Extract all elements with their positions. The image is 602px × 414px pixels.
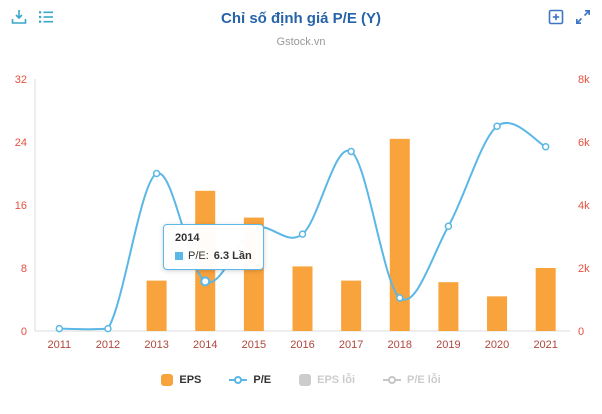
tooltip-title: 2014: [175, 232, 200, 244]
x-axis-label: 2012: [96, 339, 120, 351]
legend-label-pe-loi: P/E lỗi: [407, 374, 441, 386]
bar-2013[interactable]: [146, 280, 167, 331]
eps-legend-marker: [161, 374, 174, 386]
right-axis-label: 2k: [578, 263, 590, 275]
legend-item-eps[interactable]: EPS: [161, 374, 201, 386]
pe-point-2020[interactable]: [493, 122, 501, 130]
series-list-icon[interactable]: [37, 8, 55, 26]
tooltip-row: P/E: 6.3 Lần: [175, 250, 252, 262]
pe-point-2014[interactable]: [200, 276, 211, 287]
x-axis-label: 2019: [436, 339, 460, 351]
pe-point-2013[interactable]: [152, 169, 161, 178]
pe-point-2012[interactable]: [104, 324, 112, 333]
pe-point-2021[interactable]: [541, 142, 550, 151]
legend-label-eps-loi: EPS lỗi: [317, 374, 356, 386]
pe-point-2018[interactable]: [396, 294, 404, 302]
left-axis-label: 16: [15, 200, 27, 212]
tooltip-series-marker: [175, 252, 183, 260]
pe-eps-chart-canvas[interactable]: 0 8 16 24 32 0 2k 4k 6k 8k 2011 2012 2013 2014 2015 201…: [0, 64, 602, 364]
x-axis-label: 2016: [290, 339, 314, 351]
pe-point-2011[interactable]: [55, 324, 64, 333]
legend-label-eps: EPS: [179, 374, 202, 386]
right-axis-label: 8k: [578, 74, 590, 86]
x-axis-label: 2011: [47, 339, 71, 351]
legend-item-pe-loi[interactable]: P/E lỗi: [383, 374, 441, 386]
toolbar-right: [547, 8, 592, 26]
chart-header: Chỉ số định giá P/E (Y) Gstock.vn: [0, 0, 602, 64]
left-axis-label: 24: [15, 137, 27, 149]
x-axis-label: 2014: [193, 339, 217, 351]
fullscreen-icon[interactable]: [574, 8, 592, 26]
x-axis-label: 2015: [242, 339, 266, 351]
right-axis-label: 6k: [578, 137, 590, 149]
pe-point-2017[interactable]: [347, 147, 355, 156]
bar-2017[interactable]: [341, 280, 362, 331]
pe-legend-marker: [229, 375, 248, 385]
left-axis-label: 8: [21, 263, 27, 275]
legend-item-pe[interactable]: P/E: [229, 374, 271, 386]
chart-subtitle: Gstock.vn: [276, 36, 326, 48]
right-axis-label: 0: [578, 326, 584, 338]
bar-2020[interactable]: [487, 296, 508, 331]
x-axis-label: 2018: [388, 339, 412, 351]
bar-2021[interactable]: [535, 268, 556, 331]
chart-area: 0 8 16 24 32 0 2k 4k 6k 8k 2011 2012 2013 2014 2015 201…: [0, 64, 602, 364]
right-axis-label: 4k: [578, 200, 590, 212]
legend-label-pe: P/E: [253, 374, 272, 386]
pe-point-2019[interactable]: [444, 222, 453, 231]
legend-item-eps-loi[interactable]: EPS lỗi: [299, 374, 355, 386]
left-axis-label: 32: [15, 74, 27, 86]
pe-point-2016[interactable]: [298, 230, 307, 238]
bar-2016[interactable]: [292, 266, 313, 331]
tooltip-series-label: P/E:: [188, 250, 209, 262]
pe-loi-legend-marker: [383, 375, 402, 385]
x-axis-label: 2017: [339, 339, 363, 351]
bar-2018[interactable]: [389, 138, 410, 331]
chart-title: Chỉ số định giá P/E (Y): [220, 10, 381, 27]
left-axis-label: 0: [21, 326, 27, 338]
bar-2019[interactable]: [438, 282, 459, 331]
x-axis-label: 2020: [485, 339, 509, 351]
download-icon[interactable]: [10, 8, 28, 26]
chart-legend: EPS P/E EPS lỗi P/E lỗi: [0, 374, 602, 386]
tooltip-value: 6.3 Lần: [213, 250, 252, 262]
chart-tooltip: 2014 P/E: 6.3 Lần: [163, 224, 264, 270]
x-axis-label: 2013: [144, 339, 168, 351]
eps-loi-legend-marker: [299, 374, 312, 386]
toolbar-left: [10, 8, 55, 26]
add-chart-icon[interactable]: [547, 8, 565, 26]
x-axis-label: 2021: [533, 339, 557, 351]
